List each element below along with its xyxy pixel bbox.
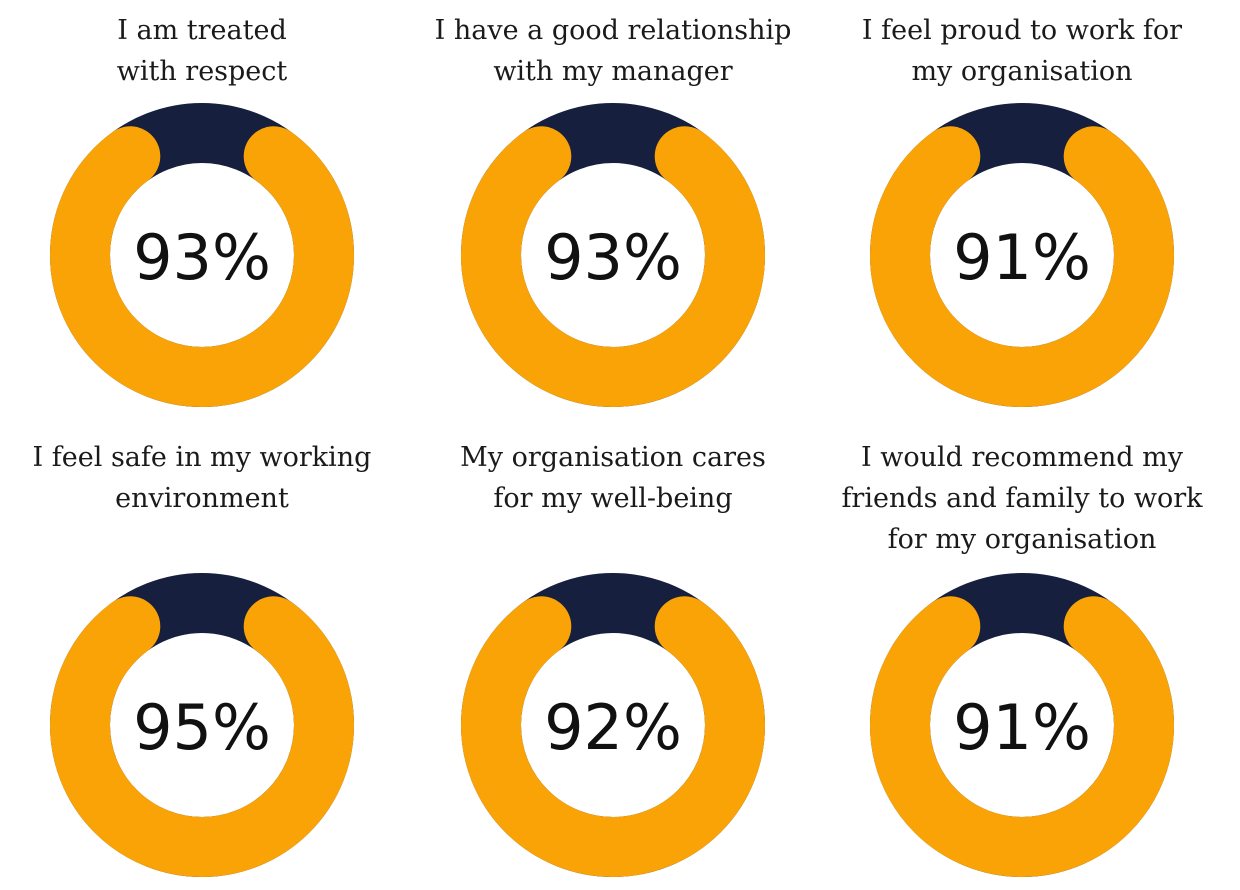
- agree-segment: [870, 126, 1174, 407]
- chart-title-line: I am treated: [117, 15, 287, 46]
- chart-title-line: I have a good relationship: [434, 15, 792, 46]
- chart-title: My organisation cares for my well-being: [408, 437, 818, 519]
- chart-title-line: with my manager: [493, 56, 733, 87]
- percentage-label: 95%: [133, 691, 271, 764]
- chart-title: I would recommend my friends and family …: [817, 437, 1227, 560]
- agree-segment: [461, 126, 765, 407]
- chart-title: I feel safe in my working environment: [0, 437, 407, 519]
- percentage-label: 91%: [953, 221, 1091, 294]
- chart-title-line: My organisation cares: [460, 442, 766, 473]
- chart-title: I have a good relationship with my manag…: [408, 10, 818, 92]
- donut-chart: 91%: [870, 573, 1174, 877]
- percentage-label: 92%: [544, 691, 682, 764]
- donut-chart: 93%: [50, 103, 354, 407]
- chart-title-line: I would recommend my: [860, 442, 1184, 473]
- chart-title-line: friends and family to work: [841, 483, 1203, 514]
- donut-chart: 95%: [50, 573, 354, 877]
- donut-chart: 92%: [461, 573, 765, 877]
- chart-title-line: I feel proud to work for: [861, 15, 1183, 46]
- chart-title-line: with respect: [116, 56, 288, 87]
- donut-chart: 93%: [461, 103, 765, 407]
- chart-title-line: for my well-being: [493, 483, 733, 514]
- donut-chart: 91%: [870, 103, 1174, 407]
- percentage-label: 91%: [953, 691, 1091, 764]
- chart-title-line: my organisation: [911, 56, 1133, 87]
- chart-title-line: for my organisation: [887, 524, 1157, 555]
- chart-title: I feel proud to work for my organisation: [817, 10, 1227, 92]
- chart-title-line: environment: [115, 483, 289, 514]
- percentage-label: 93%: [133, 221, 271, 294]
- chart-title-line: I feel safe in my working: [32, 442, 372, 473]
- chart-title: I am treated with respect: [0, 10, 407, 92]
- percentage-label: 93%: [544, 221, 682, 294]
- agree-segment: [50, 126, 354, 407]
